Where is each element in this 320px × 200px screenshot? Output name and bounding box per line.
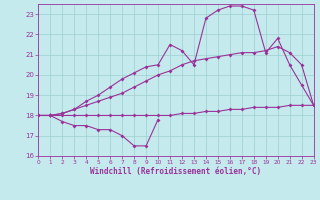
X-axis label: Windchill (Refroidissement éolien,°C): Windchill (Refroidissement éolien,°C) xyxy=(91,167,261,176)
